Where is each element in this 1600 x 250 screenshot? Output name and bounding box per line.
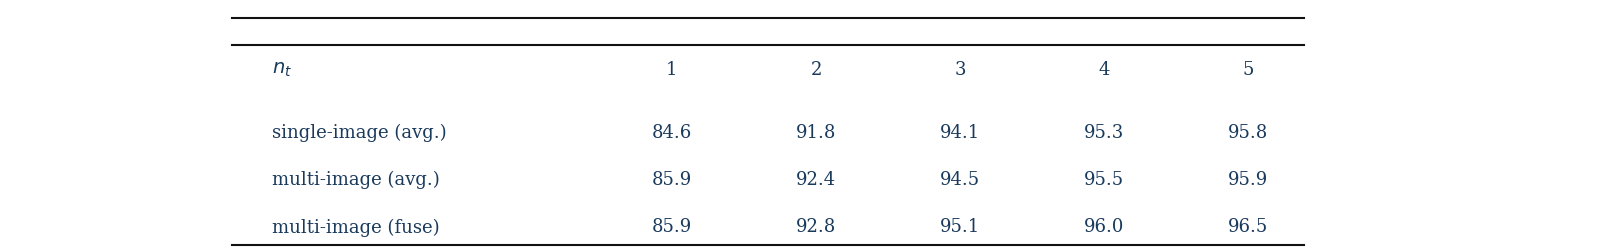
Text: $n_t$: $n_t$	[272, 61, 293, 79]
Text: 95.8: 95.8	[1227, 124, 1269, 142]
Text: 91.8: 91.8	[795, 124, 837, 142]
Text: 3: 3	[954, 61, 966, 79]
Text: 4: 4	[1098, 61, 1110, 79]
Text: 95.3: 95.3	[1083, 124, 1125, 142]
Text: multi-image (avg.): multi-image (avg.)	[272, 171, 440, 189]
Text: 5: 5	[1242, 61, 1254, 79]
Text: single-image (avg.): single-image (avg.)	[272, 123, 446, 142]
Text: 96.0: 96.0	[1083, 218, 1125, 236]
Text: 95.1: 95.1	[939, 218, 981, 236]
Text: 2: 2	[810, 61, 822, 79]
Text: 85.9: 85.9	[651, 218, 693, 236]
Text: 95.5: 95.5	[1083, 171, 1125, 189]
Text: multi-image (fuse): multi-image (fuse)	[272, 218, 440, 236]
Text: 85.9: 85.9	[651, 171, 693, 189]
Text: 96.5: 96.5	[1227, 218, 1269, 236]
Text: 84.6: 84.6	[651, 124, 693, 142]
Text: 92.8: 92.8	[795, 218, 837, 236]
Text: 1: 1	[666, 61, 678, 79]
Text: 92.4: 92.4	[795, 171, 837, 189]
Text: 95.9: 95.9	[1227, 171, 1269, 189]
Text: 94.1: 94.1	[939, 124, 981, 142]
Text: 94.5: 94.5	[939, 171, 981, 189]
